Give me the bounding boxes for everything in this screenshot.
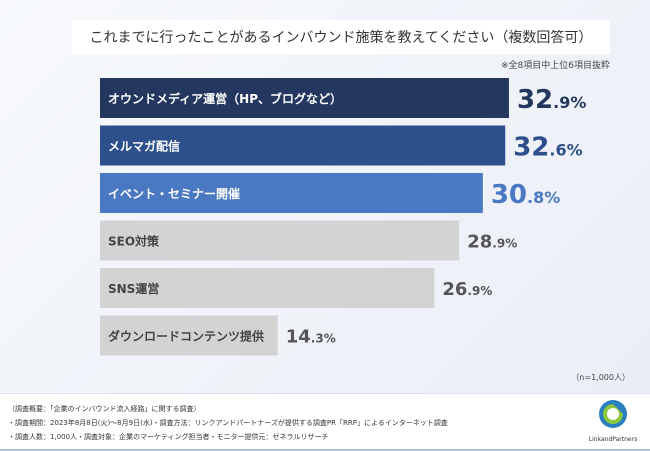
bar: [100, 125, 506, 166]
footer-line: （調査概要：「企業のインバウンド流入経路」に関する調査）: [8, 405, 201, 413]
value-label: 32.9%: [517, 85, 586, 115]
logo-icon: [599, 400, 627, 428]
bar-label: ダウンロードコンテンツ提供: [108, 329, 264, 344]
value-label: 14.3%: [286, 327, 336, 348]
footer: （調査概要：「企業のインバウンド流入経路」に関する調査） ・調査期間：2023年…: [0, 393, 650, 451]
bar-label: イベント・セミナー開催: [108, 186, 240, 201]
value-label: 32.6%: [513, 133, 582, 163]
value-label: 30.8%: [491, 180, 560, 210]
bar: [100, 268, 435, 308]
chart-title: これまでに行ったことがあるインバウンド施策を教えてください（複数回答可）: [72, 20, 610, 54]
bar: [100, 220, 460, 261]
sample-size: （n=1,000人）: [571, 373, 630, 382]
bar-label: SNS運営: [108, 281, 159, 296]
bar-label: SEO対策: [108, 234, 160, 249]
footer-line: ・調査人数：1,000人・調査対象：企業のマーケティング担当者・モニター提供元：…: [8, 433, 329, 441]
company-logo: LinkandPartners: [588, 398, 638, 443]
bar: [100, 78, 509, 118]
value-label: 28.9%: [467, 232, 517, 253]
logo-text: LinkandPartners: [588, 436, 638, 443]
bar-label: オウンドメディア運営（HP、ブログなど）: [108, 91, 342, 106]
chart-note: ※全8項目中上位6項目抜粋: [501, 61, 610, 71]
footer-line: ・調査期間：2023年8月8日(火)～8月9日(水)・調査方法：リンクアンドパー…: [8, 419, 448, 427]
bar-label: メルマガ配信: [108, 139, 180, 154]
bar-chart: オウンドメディア運営（HP、ブログなど） 32.9% メルマガ配信 32.6% イベント…: [100, 78, 586, 356]
bar: [100, 173, 483, 213]
bar: [100, 315, 278, 356]
value-label: 26.9%: [442, 279, 492, 300]
